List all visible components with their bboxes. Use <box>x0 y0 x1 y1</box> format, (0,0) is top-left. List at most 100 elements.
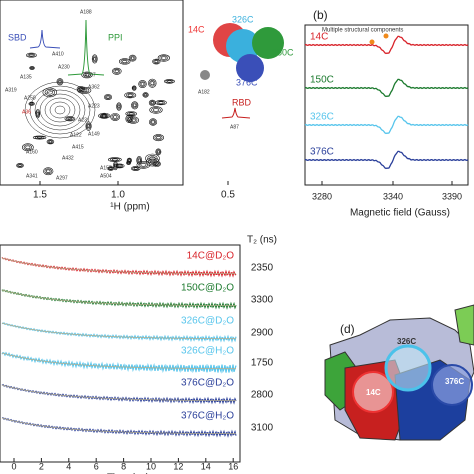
trace-label: 150C <box>310 75 334 86</box>
contour <box>101 114 107 118</box>
contour <box>111 114 119 120</box>
contour <box>149 106 163 114</box>
contour <box>150 101 154 105</box>
sample-label: 376C@D₂O <box>181 378 234 389</box>
trace-label: 376C <box>310 147 334 158</box>
contour <box>165 79 174 84</box>
contour <box>32 135 47 140</box>
contour <box>149 79 156 87</box>
contour <box>136 161 151 169</box>
structure <box>200 23 284 82</box>
trace-label: 14C <box>310 32 328 43</box>
contour <box>150 119 156 125</box>
epr-trace <box>304 115 469 135</box>
schematic-lightgreen <box>454 304 474 346</box>
x-tick-label: 1.5 <box>33 190 47 201</box>
peak-label: A319 <box>5 87 17 93</box>
sample-label: 326C@H₂O <box>181 346 234 357</box>
decay-fit <box>1 289 236 307</box>
decay-trace <box>1 322 237 343</box>
epr-frame <box>304 24 469 186</box>
contour <box>30 67 34 69</box>
peak-label: A297 <box>56 175 68 181</box>
contour <box>126 160 132 165</box>
contour <box>131 85 137 91</box>
t2-value: 2800 <box>251 390 274 401</box>
peak-label: A87 <box>230 124 239 130</box>
contour <box>29 102 34 106</box>
contour <box>57 79 63 85</box>
contour <box>36 136 43 139</box>
contour <box>35 109 41 119</box>
contour <box>104 94 112 101</box>
contour <box>147 155 158 162</box>
x-tick-label: 14 <box>201 461 211 471</box>
contour <box>142 92 149 98</box>
contour <box>148 99 156 106</box>
peak-label: A504 <box>100 173 112 179</box>
peak-label: A157 <box>100 165 112 171</box>
contour <box>130 166 141 171</box>
sample-label: 150C@D₂O <box>181 283 234 294</box>
contour <box>93 56 97 61</box>
contour <box>152 134 164 142</box>
nmr-frame <box>0 0 184 186</box>
structure-label: 326C <box>232 14 254 24</box>
contour <box>81 71 93 79</box>
contour <box>17 163 23 168</box>
schematic <box>324 304 474 441</box>
contour <box>153 108 159 112</box>
contour <box>66 116 74 121</box>
contour <box>26 52 37 58</box>
x-axis-label: ¹H (ppm) <box>110 202 149 213</box>
t2-value: 3300 <box>251 295 274 306</box>
contour <box>107 166 115 171</box>
spectrum-label: PPI <box>108 32 123 42</box>
contour <box>34 89 86 131</box>
contour <box>116 102 122 111</box>
contour <box>157 54 170 62</box>
site-label: 14C <box>366 388 381 397</box>
decay-fit <box>1 322 236 340</box>
contour <box>64 116 76 122</box>
contour <box>54 105 66 115</box>
peak-label: A207 <box>84 72 96 78</box>
contour <box>163 79 175 84</box>
contour <box>149 156 156 161</box>
x-tick-label: 3340 <box>383 191 403 201</box>
structure-label: 14C <box>188 24 205 34</box>
sphere-blue <box>236 54 264 82</box>
contour <box>127 116 139 124</box>
contour <box>158 101 164 104</box>
peak-label: A410 <box>52 51 64 57</box>
contour <box>91 54 98 64</box>
contour <box>36 110 40 117</box>
contour <box>114 163 125 169</box>
site-326c <box>384 344 432 392</box>
contour <box>36 111 39 116</box>
epr-trace <box>304 150 469 170</box>
contour <box>149 100 155 105</box>
peak-label: A362 <box>88 84 100 90</box>
contour <box>133 167 138 170</box>
x-axis-label: Time (μs) <box>107 473 149 474</box>
x-tick-label: 1.0 <box>111 190 125 201</box>
contour <box>113 115 118 119</box>
contour <box>56 78 64 86</box>
peak-label: A432 <box>62 155 74 161</box>
contour <box>155 148 162 156</box>
contour <box>131 101 139 110</box>
contour <box>113 161 118 171</box>
contour <box>87 124 90 129</box>
sphere-green <box>252 27 284 59</box>
contour <box>117 164 122 168</box>
sample-label: 376C@H₂O <box>181 411 234 422</box>
x-tick-label: 0.5 <box>221 190 235 201</box>
site-376c <box>431 364 473 406</box>
contour <box>167 80 172 83</box>
contour <box>150 81 155 86</box>
x-tick-label: 12 <box>173 461 183 471</box>
x-tick-label: 4 <box>66 461 71 471</box>
trace-label: 326C <box>310 112 334 123</box>
